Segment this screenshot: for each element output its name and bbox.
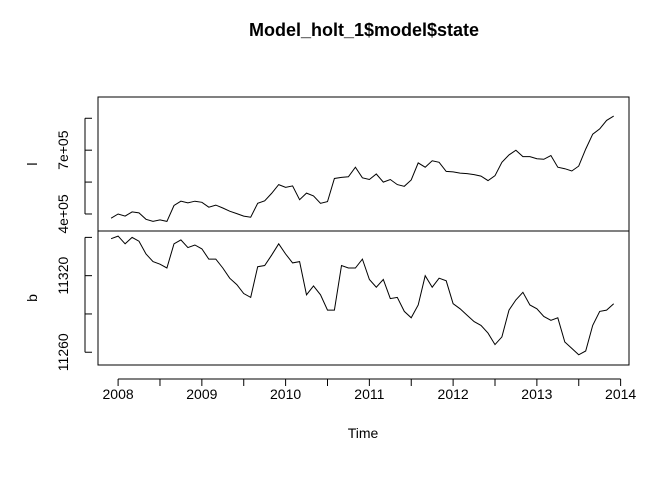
- x-tick-label: 2014: [605, 386, 636, 402]
- y-tick-label-l-1: 7e+05: [55, 130, 71, 170]
- x-axis-title: Time: [348, 425, 379, 441]
- panel-l: 4e+05 7e+05 l: [24, 115, 614, 234]
- panel-b: 11260 11320 b: [24, 235, 615, 371]
- y-tick-label-b-0: 11260: [55, 333, 71, 371]
- y-axis-title-l: l: [24, 162, 40, 165]
- chart-title: Model_holt_1$model$state: [249, 20, 479, 40]
- series-line-l: [110, 115, 614, 222]
- x-tick-label: 2008: [103, 386, 134, 402]
- x-tick-label: 2013: [521, 386, 552, 402]
- x-tick-label: 2009: [186, 386, 217, 402]
- y-tick-label-b-1: 11320: [55, 257, 71, 295]
- x-axis: 2008 2009 2010 2011 2012 2013 2014: [103, 378, 636, 402]
- series-line-b: [110, 235, 615, 356]
- panels: 4e+05 7e+05 l 11260 11320 b: [24, 115, 615, 371]
- x-tick-label: 2010: [270, 386, 301, 402]
- x-tick-label: 2011: [354, 386, 384, 402]
- y-tick-label-l-0: 4e+05: [55, 194, 71, 234]
- y-axis-title-b: b: [24, 294, 40, 302]
- x-tick-label: 2012: [438, 386, 469, 402]
